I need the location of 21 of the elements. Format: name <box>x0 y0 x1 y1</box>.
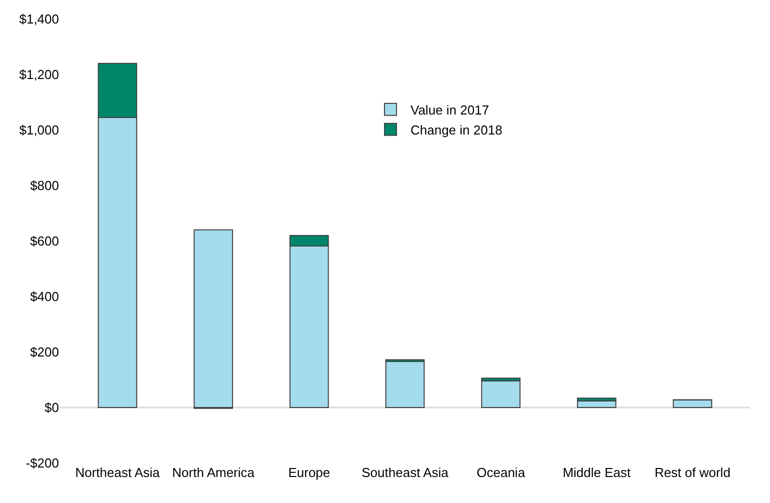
y-tick-label: $600 <box>30 234 59 249</box>
bar <box>481 380 520 408</box>
y-tick-label: $1,400 <box>19 12 59 27</box>
x-tick-label: North America <box>172 465 256 480</box>
legend-label: Value in 2017 <box>410 102 490 118</box>
y-tick-label: $800 <box>30 178 59 194</box>
x-tick-label: Middle East <box>562 465 632 480</box>
x-tick-label: Oceania <box>476 465 526 480</box>
bar <box>385 360 425 408</box>
y-tick-label: $200 <box>30 344 59 360</box>
x-tick-label: Northeast Asia <box>75 465 161 480</box>
legend-label: Change in 2018 <box>410 122 502 138</box>
x-tick-label: Southeast Asia <box>362 465 450 480</box>
y-tick-label: $400 <box>30 289 59 304</box>
y-tick-label: $0 <box>44 400 59 416</box>
x-tick-label: Europe <box>288 465 330 480</box>
y-tick-label: $1,000 <box>19 122 59 138</box>
y-tick-label: $1,200 <box>19 67 59 82</box>
bar <box>194 229 233 408</box>
y-tick-label: -$200 <box>26 456 59 471</box>
x-tick-label: Rest of world <box>654 465 730 480</box>
